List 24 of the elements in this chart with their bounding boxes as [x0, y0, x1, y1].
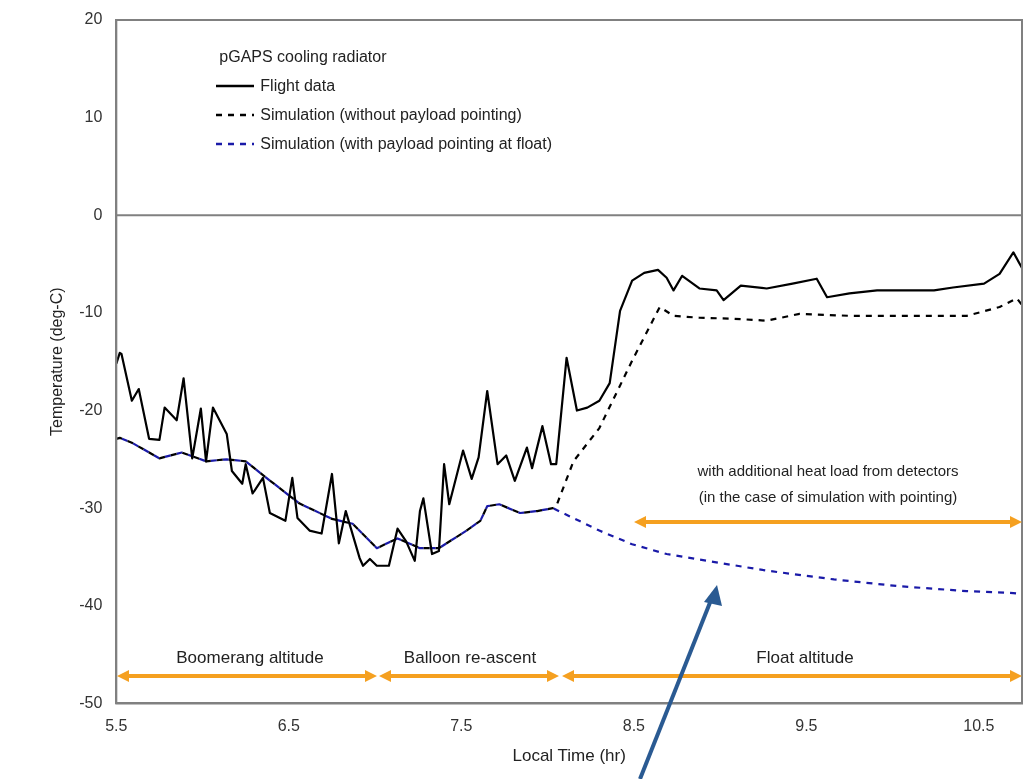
x-tick-label: 6.5 — [277, 717, 301, 735]
legend-title: pGAPS cooling radiator — [219, 47, 388, 67]
annotation: with additional heat load from detectors (in the case of simulation with pointing) — [696, 462, 959, 506]
x-tick-label: 8.5 — [622, 717, 646, 735]
y-tick-label: -20 — [79, 400, 103, 418]
legend-label: Simulation (with payload pointing at float) — [260, 134, 553, 154]
annotation: Balloon re-ascent — [403, 647, 537, 667]
y-tick-label: 10 — [84, 108, 103, 126]
y-tick-label: -10 — [79, 303, 103, 321]
y-tick-label: 0 — [93, 205, 103, 223]
y-tick-label: -40 — [79, 596, 103, 614]
legend-label: Flight data — [260, 76, 336, 96]
y-tick-label: 20 — [84, 10, 103, 28]
legend-label: Simulation (without payload pointing) — [260, 105, 522, 125]
y-tick-label: -30 — [79, 498, 103, 516]
x-tick-label: 7.5 — [450, 717, 473, 735]
x-tick-label: 5.5 — [105, 717, 128, 735]
annotation: Boomerang altitude — [176, 647, 324, 667]
annotation: Float altitude — [756, 647, 854, 667]
y-axis-title: Temperature (deg-C) — [48, 287, 66, 436]
x-tick-label: 9.5 — [795, 717, 818, 735]
x-tick-label: 10.5 — [963, 717, 995, 735]
x-axis-title: Local Time (hr) — [512, 746, 626, 766]
y-tick-label: -50 — [79, 693, 103, 711]
